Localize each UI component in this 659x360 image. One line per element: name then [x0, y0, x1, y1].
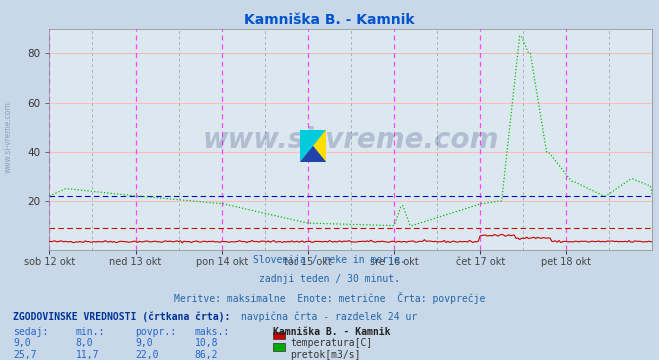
Text: min.:: min.: — [76, 327, 105, 337]
Text: Meritve: maksimalne  Enote: metrične  Črta: povprečje: Meritve: maksimalne Enote: metrične Črta… — [174, 292, 485, 304]
Text: navpična črta - razdelek 24 ur: navpična črta - razdelek 24 ur — [241, 311, 418, 321]
Text: 86,2: 86,2 — [194, 350, 218, 360]
Text: 22,0: 22,0 — [135, 350, 159, 360]
Text: 25,7: 25,7 — [13, 350, 37, 360]
Text: 9,0: 9,0 — [13, 338, 31, 348]
Text: zadnji teden / 30 minut.: zadnji teden / 30 minut. — [259, 274, 400, 284]
Text: www.si-vreme.com: www.si-vreme.com — [203, 126, 499, 153]
Text: 8,0: 8,0 — [76, 338, 94, 348]
Text: povpr.:: povpr.: — [135, 327, 176, 337]
Polygon shape — [300, 130, 326, 162]
Text: temperatura[C]: temperatura[C] — [290, 338, 372, 348]
Text: ZGODOVINSKE VREDNOSTI (črtkana črta):: ZGODOVINSKE VREDNOSTI (črtkana črta): — [13, 311, 231, 322]
Text: 11,7: 11,7 — [76, 350, 100, 360]
Polygon shape — [300, 146, 326, 162]
Text: Kamniška B. - Kamnik: Kamniška B. - Kamnik — [244, 13, 415, 27]
Text: 10,8: 10,8 — [194, 338, 218, 348]
Text: maks.:: maks.: — [194, 327, 229, 337]
Text: Kamniška B. - Kamnik: Kamniška B. - Kamnik — [273, 327, 391, 337]
Text: www.si-vreme.com: www.si-vreme.com — [3, 101, 13, 173]
Polygon shape — [300, 130, 326, 162]
Text: sedaj:: sedaj: — [13, 327, 48, 337]
Text: pretok[m3/s]: pretok[m3/s] — [290, 350, 360, 360]
Text: Slovenija / reke in morje.: Slovenija / reke in morje. — [253, 255, 406, 265]
Text: 9,0: 9,0 — [135, 338, 153, 348]
